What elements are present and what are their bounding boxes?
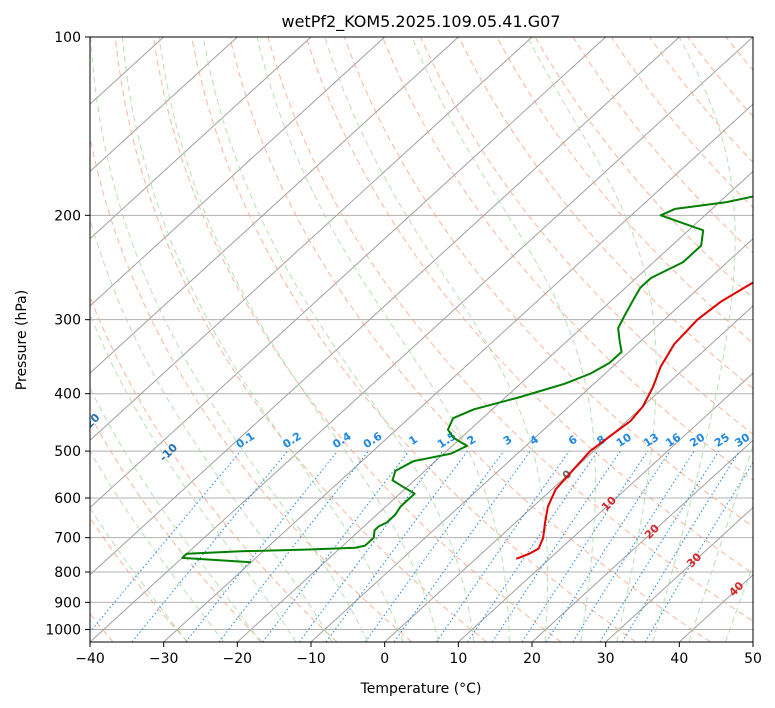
y-tick-label: 300: [54, 313, 81, 329]
mixing-ratio-line: [572, 450, 695, 642]
x-axis: −40 −30 −20 −10 0 10 20 30 40 50: [75, 642, 762, 667]
x-tick-label: 30: [597, 651, 615, 667]
y-tick-label: 900: [54, 595, 81, 611]
y-tick-label: 700: [54, 531, 81, 547]
moist-adiabat: [121, 37, 404, 642]
moist-adiabat: [202, 37, 475, 642]
dry-adiabat: [90, 295, 338, 642]
dry-adiabat: [90, 134, 413, 642]
isotherm-line: [90, 37, 753, 642]
mixing-ratio-line: [131, 450, 288, 642]
isotherm-line: [605, 506, 753, 642]
y-tick-label: 600: [54, 491, 81, 507]
mixing-ratio-line: [185, 450, 338, 642]
x-tick-label: 0: [380, 651, 389, 667]
y-tick-label: 100: [54, 30, 81, 46]
moist-adiabat: [411, 37, 596, 642]
dry-adiabats: [90, 37, 753, 642]
mixing-ratio-line: [467, 450, 599, 642]
y-tick-label: 500: [54, 444, 81, 460]
mixing-ratio-lines: [90, 450, 753, 642]
moist-adiabat: [90, 386, 261, 642]
dry-adiabat: [229, 37, 711, 642]
dry-adiabat: [305, 37, 753, 575]
x-tick-label: −20: [223, 651, 253, 667]
mixing-ratio-line: [621, 450, 740, 642]
x-tick-label: 40: [670, 651, 688, 667]
x-tick-label: 50: [744, 651, 762, 667]
moist-adiabat: [158, 37, 439, 642]
isotherm-line: [531, 439, 753, 642]
dry-adiabat: [534, 37, 753, 299]
dry-adiabat: [152, 37, 562, 642]
y-tick-label: 400: [54, 387, 81, 403]
plot-frame: [89, 36, 754, 643]
mixing-ratio-line: [436, 450, 570, 642]
moist-adiabat: [256, 37, 510, 642]
x-tick-label: −40: [75, 651, 105, 667]
dry-adiabat: [191, 37, 637, 642]
y-tick-label: 200: [54, 208, 81, 224]
dry-adiabat: [267, 37, 753, 622]
temperature-profile: [515, 281, 753, 560]
dry-adiabat: [114, 37, 487, 642]
y-axis: 100 200 300 400 500 600 700 800 900 1000: [45, 30, 90, 638]
moist-adiabat: [90, 313, 297, 642]
isotherm-line: [90, 37, 607, 509]
isotherm-line: [90, 37, 680, 576]
isotherm-line: [236, 170, 753, 642]
dry-adiabat: [90, 413, 263, 642]
isotherm-gridlines: [90, 37, 753, 642]
dry-adiabat: [90, 516, 189, 642]
x-tick-label: −30: [149, 651, 179, 667]
dewpoint-profile: [181, 195, 753, 564]
isotherm-line: [90, 37, 533, 442]
isotherm-line: [384, 305, 753, 642]
mixing-ratio-line: [90, 450, 242, 633]
mixing-ratio-line: [491, 450, 621, 642]
mixing-ratio-line: [521, 450, 649, 642]
moist-adiabat: [324, 37, 549, 642]
isotherm-line: [90, 37, 312, 240]
profiles: [181, 195, 753, 564]
plot-area: 0.10.20.40.611.52346810131620253036-100-…: [90, 37, 753, 642]
mixing-ratio-line: [325, 450, 468, 642]
moist-adiabat: [688, 443, 753, 642]
x-tick-label: 20: [523, 651, 541, 667]
x-tick-label: 10: [449, 651, 467, 667]
mixing-ratio-line: [545, 450, 671, 642]
isotherm-line: [90, 37, 238, 173]
mixing-ratio-line: [364, 450, 505, 642]
dry-adiabat: [343, 37, 753, 528]
moist-adiabat: [90, 506, 188, 642]
moist-adiabat: [90, 217, 333, 642]
mixing-ratio-line: [262, 450, 410, 642]
chart-title: wetPf2_KOM5.2025.109.05.41.G07: [281, 12, 560, 32]
moist-adiabat: [90, 450, 225, 642]
x-axis-label: Temperature (°C): [360, 681, 482, 697]
isotherm-line: [90, 37, 459, 374]
y-axis-label: Pressure (hPa): [14, 290, 30, 390]
isotherm-line: [90, 37, 386, 307]
mixing-ratio-line: [298, 450, 444, 642]
y-tick-label: 1000: [45, 622, 81, 638]
isotherm-line: [310, 237, 753, 642]
mixing-ratio-line: [393, 450, 531, 642]
isotherm-line: [457, 372, 753, 642]
moist-adiabat: [90, 37, 369, 642]
isotherm-line: [163, 103, 753, 642]
moist-adiabat: [652, 37, 736, 642]
moist-adiabat: [725, 563, 753, 642]
x-tick-label: −10: [296, 651, 326, 667]
y-tick-label: 800: [54, 565, 81, 581]
